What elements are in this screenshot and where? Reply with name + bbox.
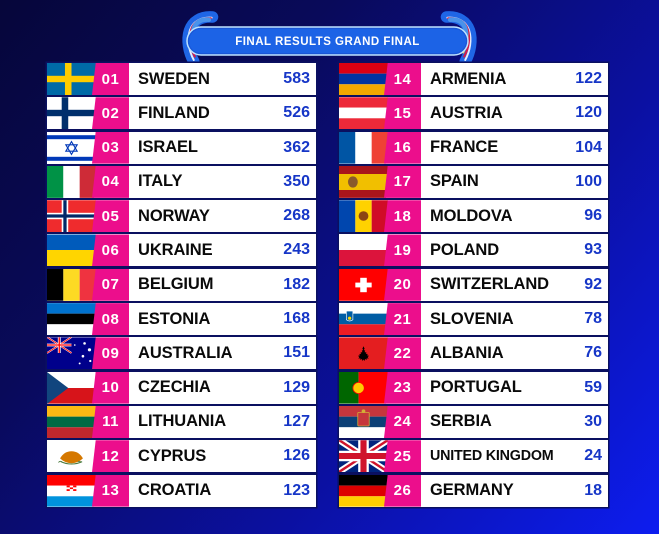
svg-text:FINAL RESULTS GRAND FINAL: FINAL RESULTS GRAND FINAL: [235, 36, 420, 48]
